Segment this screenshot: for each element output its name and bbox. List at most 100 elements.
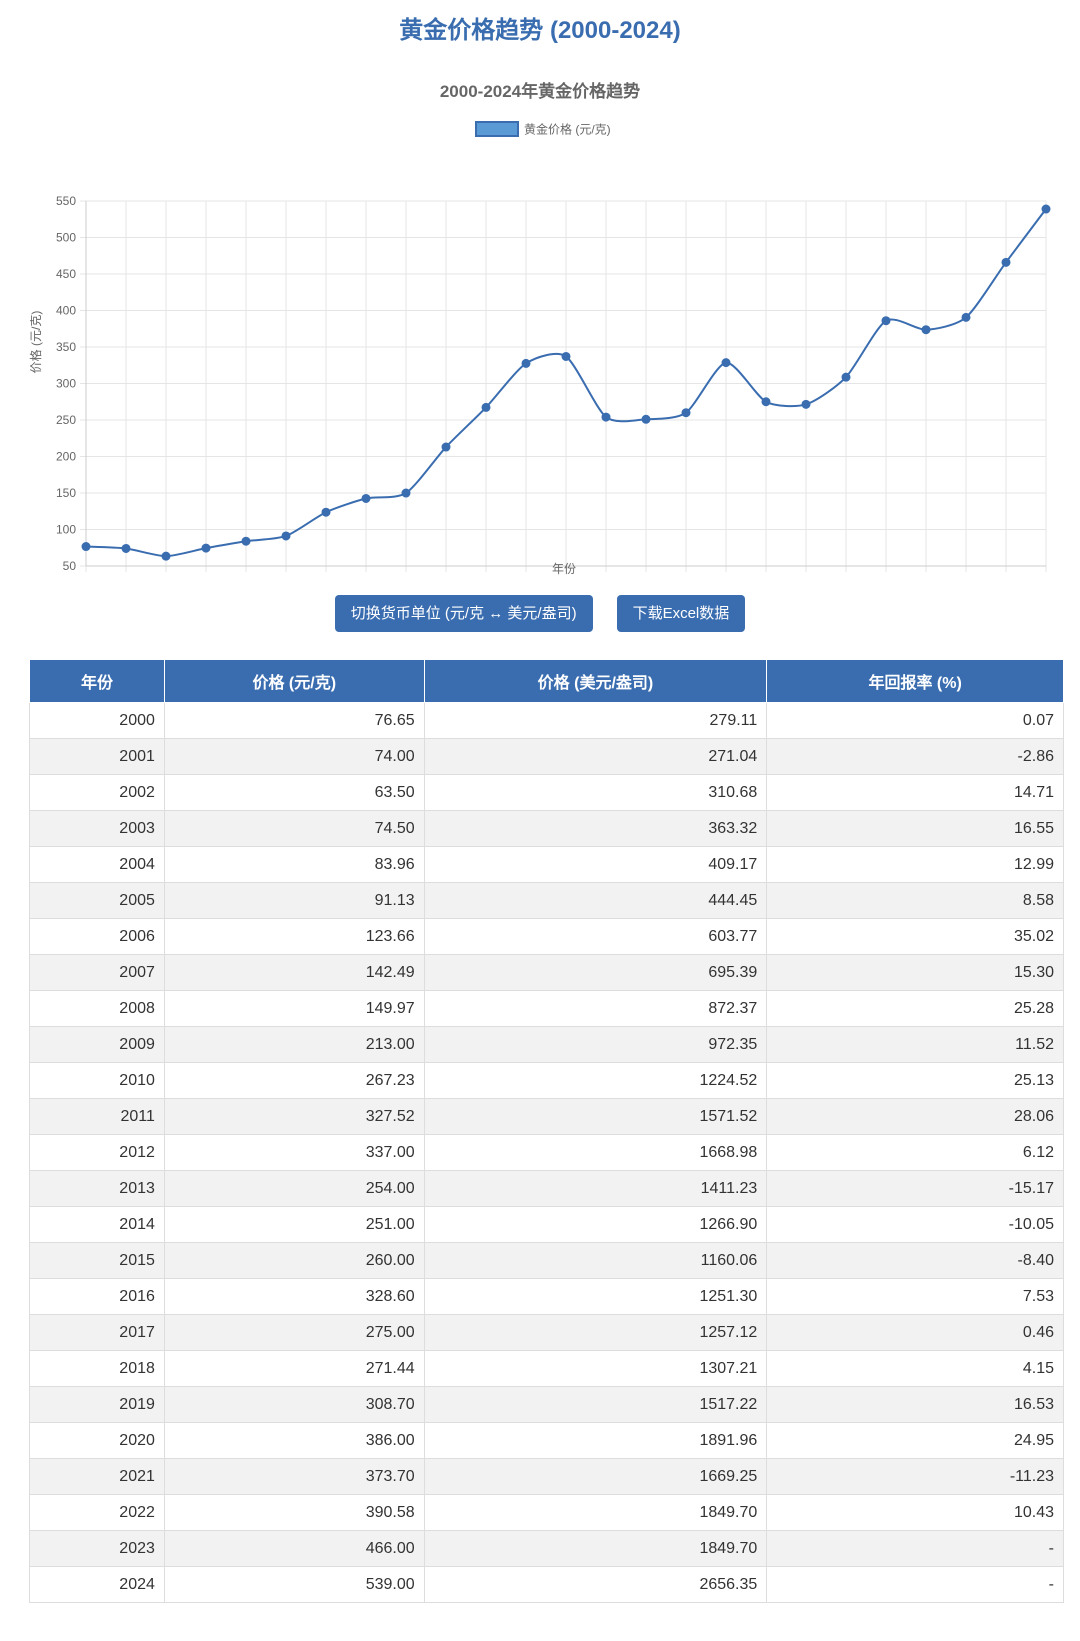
cell-price-usd: 1669.25	[423, 1458, 768, 1495]
data-point[interactable]	[481, 402, 491, 412]
cell-annual-return: -	[766, 1530, 1064, 1567]
cell-year: 2022	[29, 1494, 165, 1531]
cell-year: 2020	[29, 1422, 165, 1459]
data-point[interactable]	[1041, 204, 1051, 214]
cell-price-cny: 254.00	[163, 1170, 425, 1207]
table-row: 2016 328.60 1251.30 7.53	[29, 1278, 1064, 1315]
data-point[interactable]	[601, 412, 611, 422]
data-point[interactable]	[961, 312, 971, 322]
cell-price-cny: 83.96	[163, 846, 425, 883]
cell-price-usd: 444.45	[423, 882, 768, 919]
cell-year: 2023	[29, 1530, 165, 1567]
cell-year: 2000	[29, 702, 165, 739]
cell-price-cny: 328.60	[163, 1278, 425, 1315]
cell-year: 2024	[29, 1566, 165, 1603]
cell-price-cny: 63.50	[163, 774, 425, 811]
cell-year: 2013	[29, 1170, 165, 1207]
cell-price-cny: 308.70	[163, 1386, 425, 1423]
cell-annual-return: 4.15	[766, 1350, 1064, 1387]
cell-price-usd: 1517.22	[423, 1386, 768, 1423]
cell-year: 2015	[29, 1242, 165, 1279]
data-point[interactable]	[841, 372, 851, 382]
data-point[interactable]	[721, 358, 731, 368]
cell-price-usd: 972.35	[423, 1026, 768, 1063]
cell-price-cny: 213.00	[163, 1026, 425, 1063]
action-bar: 切换货币单位 (元/克 ↔ 美元/盎司) 下载Excel数据	[0, 595, 1080, 632]
line-chart: 2000-2024年黄金价格趋势 黄金价格 (元/克) 501001502002…	[28, 81, 1060, 577]
table-row: 2011 327.52 1571.52 28.06	[29, 1098, 1064, 1135]
table-row: 2001 74.00 271.04 -2.86	[29, 738, 1064, 775]
cell-price-usd: 310.68	[423, 774, 768, 811]
data-point[interactable]	[641, 414, 651, 424]
column-header-year[interactable]: 年份	[29, 659, 165, 703]
data-point[interactable]	[881, 316, 891, 326]
cell-price-usd: 2656.35	[423, 1566, 768, 1603]
table-row: 2002 63.50 310.68 14.71	[29, 774, 1064, 811]
data-point[interactable]	[321, 507, 331, 517]
cell-year: 2019	[29, 1386, 165, 1423]
data-point[interactable]	[1001, 257, 1011, 267]
data-point[interactable]	[201, 543, 211, 553]
data-point[interactable]	[521, 358, 531, 368]
cell-annual-return: 25.28	[766, 990, 1064, 1027]
y-tick-label: 100	[56, 523, 76, 537]
cell-price-cny: 260.00	[163, 1242, 425, 1279]
data-point[interactable]	[361, 493, 371, 503]
data-point[interactable]	[241, 536, 251, 546]
cell-price-usd: 279.11	[423, 702, 768, 739]
cell-annual-return: 16.53	[766, 1386, 1064, 1423]
x-tick-label: 2024	[1033, 576, 1060, 577]
x-tick-label: 2010	[473, 576, 500, 577]
x-tick-label: 2017	[753, 576, 780, 577]
cell-price-cny: 539.00	[163, 1566, 425, 1603]
chart-container: 2000-2024年黄金价格趋势 黄金价格 (元/克) 50 100 150 200 2…	[0, 57, 1080, 577]
cell-price-usd: 1849.70	[423, 1494, 768, 1531]
table-row: 2015 260.00 1160.06 -8.40	[29, 1242, 1064, 1279]
y-tick-label: 150	[56, 486, 76, 500]
x-tick-label: 2021	[913, 576, 940, 577]
table-row: 2014 251.00 1266.90 -10.05	[29, 1206, 1064, 1243]
table-row: 2000 76.65 279.11 0.07	[29, 702, 1064, 739]
y-tick-label: 400	[56, 304, 76, 318]
cell-price-usd: 1668.98	[423, 1134, 768, 1171]
toggle-currency-button[interactable]: 切换货币单位 (元/克 ↔ 美元/盎司)	[334, 595, 593, 632]
table-row: 2004 83.96 409.17 12.99	[29, 846, 1064, 883]
column-header-price-cny[interactable]: 价格 (元/克)	[163, 659, 425, 703]
table-row: 2006 123.66 603.77 35.02	[29, 918, 1064, 955]
cell-annual-return: 15.30	[766, 954, 1064, 991]
cell-annual-return: 0.07	[766, 702, 1064, 739]
data-point[interactable]	[681, 408, 691, 418]
table-row: 2005 91.13 444.45 8.58	[29, 882, 1064, 919]
cell-price-cny: 76.65	[163, 702, 425, 739]
cell-price-usd: 1891.96	[423, 1422, 768, 1459]
data-point[interactable]	[121, 543, 131, 553]
data-point[interactable]	[281, 531, 291, 541]
data-point[interactable]	[561, 351, 571, 361]
x-tick-label: 2000	[73, 576, 100, 577]
price-table: 年份 价格 (元/克) 价格 (美元/盎司) 年回报率 (%) 2000 76.6…	[29, 659, 1064, 1603]
cell-price-cny: 275.00	[163, 1314, 425, 1351]
cell-price-cny: 373.70	[163, 1458, 425, 1495]
chart-title: 2000-2024年黄金价格趋势	[440, 81, 640, 101]
chart-legend[interactable]: 黄金价格 (元/克)	[475, 121, 611, 137]
column-header-annual-return[interactable]: 年回报率 (%)	[766, 659, 1064, 703]
data-point[interactable]	[401, 488, 411, 498]
data-point[interactable]	[921, 325, 931, 335]
cell-annual-return: 6.12	[766, 1134, 1064, 1171]
data-point[interactable]	[801, 399, 811, 409]
table-row: 2010 267.23 1224.52 25.13	[29, 1062, 1064, 1099]
x-axis-title: 年份	[552, 562, 576, 576]
cell-annual-return: 24.95	[766, 1422, 1064, 1459]
data-point[interactable]	[161, 551, 171, 561]
data-point[interactable]	[81, 542, 91, 552]
cell-year: 2006	[29, 918, 165, 955]
data-point[interactable]	[761, 397, 771, 407]
x-tick-label: 2016	[713, 576, 740, 577]
column-header-price-usd[interactable]: 价格 (美元/盎司)	[423, 659, 768, 703]
table-row: 2018 271.44 1307.21 4.15	[29, 1350, 1064, 1387]
cell-price-cny: 327.52	[163, 1098, 425, 1135]
download-excel-button[interactable]: 下载Excel数据	[616, 595, 746, 632]
cell-price-usd: 1571.52	[423, 1098, 768, 1135]
y-tick-label: 250	[56, 413, 76, 427]
data-point[interactable]	[441, 442, 451, 452]
